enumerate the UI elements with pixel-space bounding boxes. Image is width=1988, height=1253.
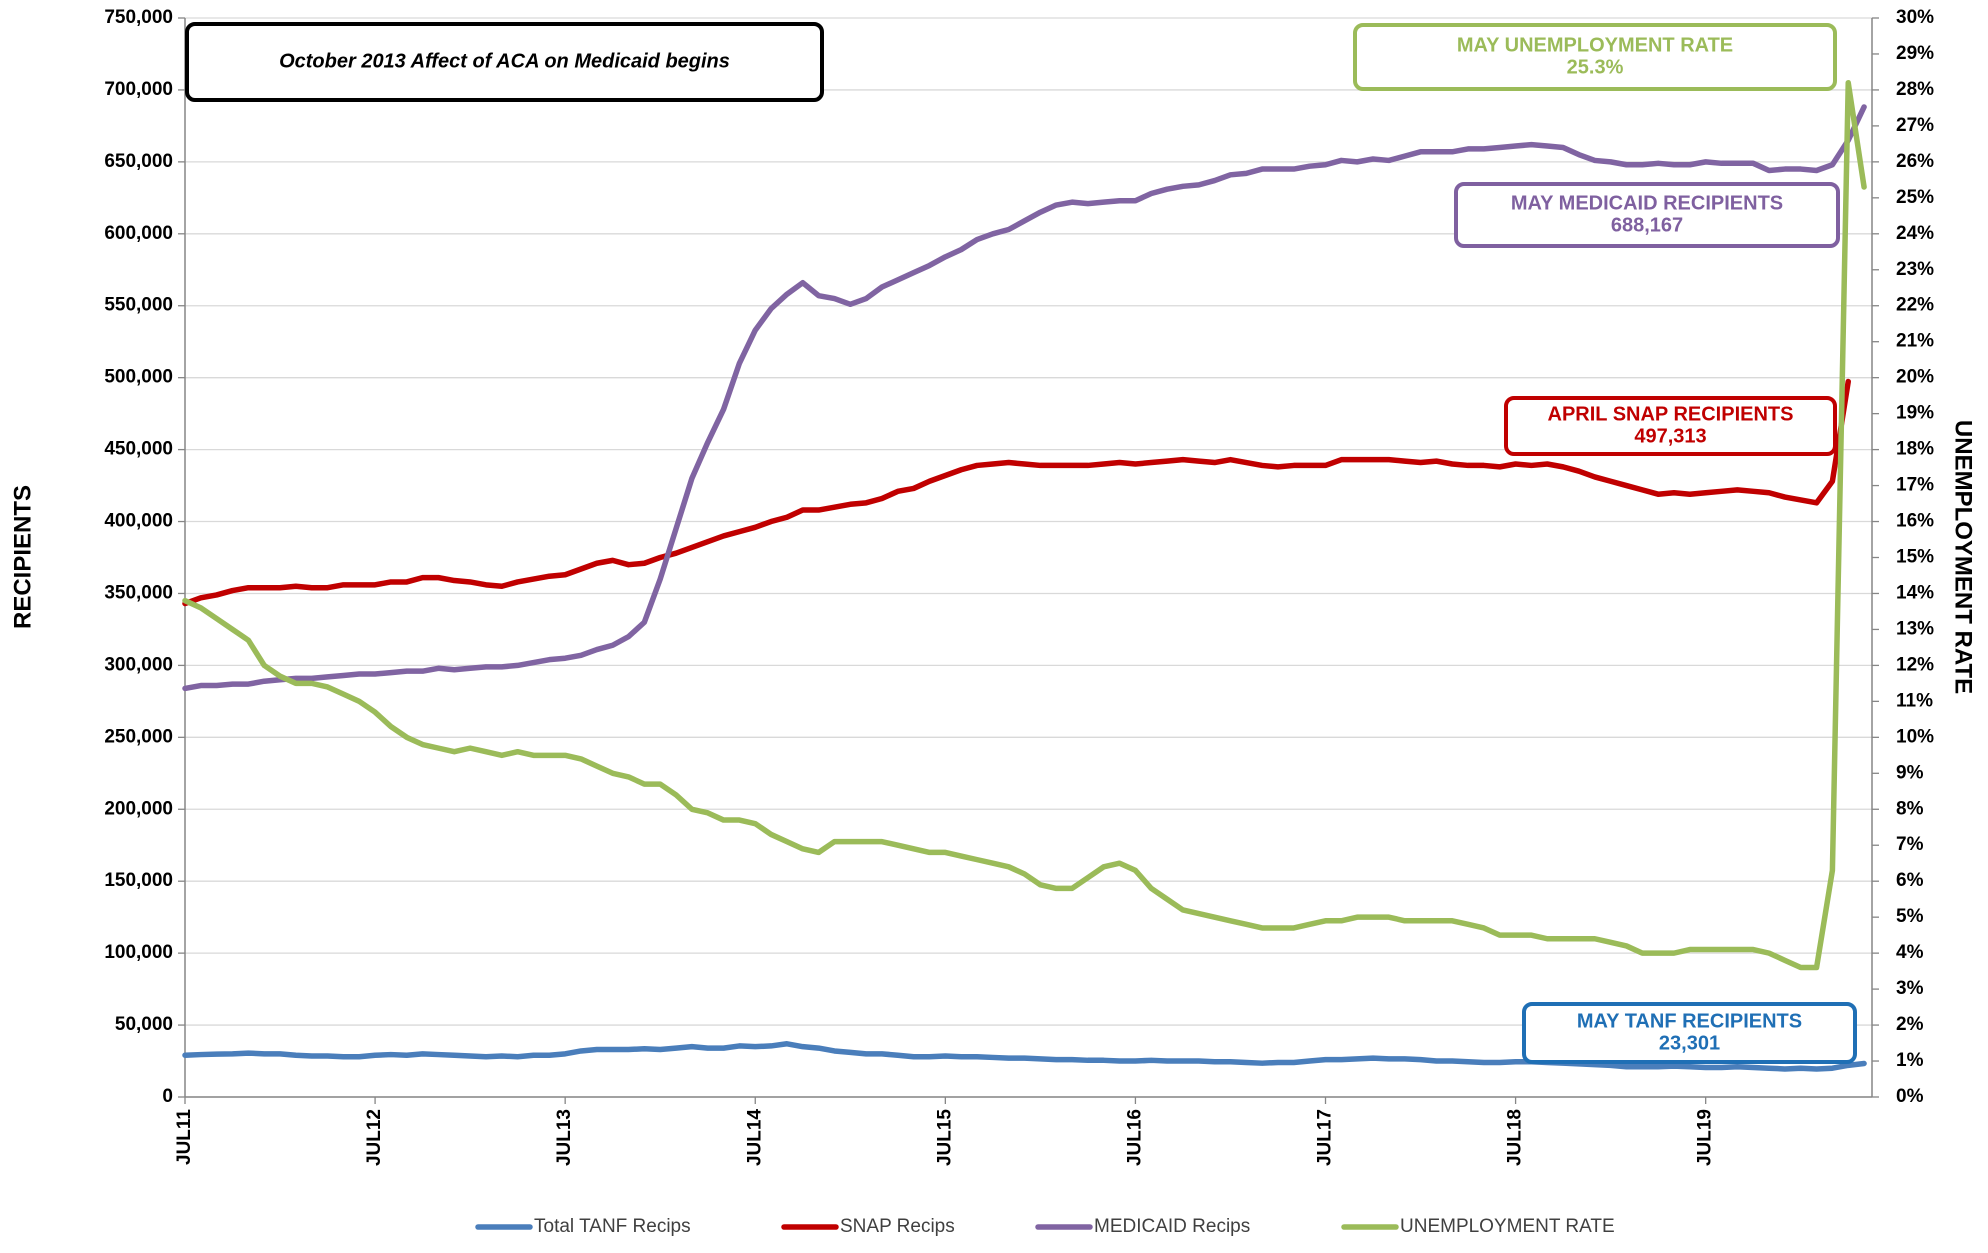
legend-label: MEDICAID Recips [1094,1216,1250,1237]
y2-tick-label: 5% [1896,906,1924,927]
x-tick-label: JUL12 [364,1109,385,1166]
series-line [182,378,1851,607]
y2-tick-label: 2% [1896,1014,1924,1035]
y2-tick-label: 1% [1896,1050,1924,1071]
y2-tick-label: 23% [1896,259,1934,280]
y2-tick-label: 27% [1896,115,1934,136]
x-tick-label: JUL13 [554,1109,575,1166]
legend-label: SNAP Recips [840,1216,955,1237]
y2-tick-label: 0% [1896,1086,1924,1107]
y2-tick-label: 29% [1896,43,1934,64]
y2-tick-label: 26% [1896,151,1934,172]
annotation-box [1353,23,1837,91]
x-tick-label: JUL14 [744,1109,765,1166]
annotation-text: 688,167 [1611,214,1683,236]
annotation-text: October 2013 Affect of ACA on Medicaid b… [279,50,730,72]
annotation-box [1504,396,1837,456]
y-tick-label: 550,000 [104,295,173,316]
y2-tick-label: 30% [1896,7,1934,28]
y2-tick-label: 11% [1896,690,1933,711]
annotation-text: APRIL SNAP RECIPIENTS [1548,403,1794,425]
y-tick-label: 450,000 [104,439,173,460]
y2-tick-label: 28% [1896,79,1934,100]
y-tick-label: 250,000 [104,726,173,747]
annotation-text: 23,301 [1659,1032,1720,1054]
y-tick-label: 700,000 [104,79,173,100]
x-tick-label: JUL18 [1505,1109,1526,1166]
legend-label: Total TANF Recips [534,1216,691,1237]
series-line [182,1041,1867,1072]
y2-tick-label: 8% [1896,798,1924,819]
annotation-text: 25.3% [1567,56,1624,78]
x-tick-label: JUL11 [174,1109,195,1165]
y-tick-label: 100,000 [104,942,173,963]
series-line [182,104,1867,692]
y-tick-label: 650,000 [104,151,173,172]
y2-tick-label: 22% [1896,295,1934,316]
annotation-box [1454,182,1840,248]
x-tick-label: JUL15 [934,1109,955,1166]
y2-tick-label: 3% [1896,978,1924,999]
y2-tick-label: 15% [1896,547,1934,568]
y2-tick-label: 6% [1896,870,1924,891]
y2-tick-label: 10% [1896,726,1934,747]
y2-tick-label: 19% [1896,403,1934,424]
y2-axis-title: UNEMPLOYMENT RATE [1950,420,1977,694]
annotation-box [1522,1002,1857,1064]
y2-tick-label: 18% [1896,439,1934,460]
annotation-text: MAY TANF RECIPIENTS [1577,1010,1802,1032]
y2-tick-label: 13% [1896,618,1934,639]
y2-tick-label: 24% [1896,223,1934,244]
y-tick-label: 500,000 [104,367,173,388]
y2-tick-label: 4% [1896,942,1924,963]
annotation-text: MAY UNEMPLOYMENT RATE [1457,34,1733,56]
x-tick-label: JUL16 [1124,1109,1145,1166]
y2-tick-label: 25% [1896,187,1934,208]
y-tick-label: 600,000 [104,223,173,244]
y-tick-label: 0 [162,1086,173,1107]
x-tick-label: JUL19 [1695,1109,1716,1166]
y2-tick-label: 16% [1896,511,1934,532]
y2-tick-label: 14% [1896,582,1934,603]
y-tick-label: 50,000 [115,1014,173,1035]
y-tick-label: 350,000 [104,582,173,603]
annotation-text: 497,313 [1634,425,1706,447]
y2-tick-label: 7% [1896,834,1924,855]
x-tick-label: JUL17 [1315,1109,1336,1166]
legend-label: UNEMPLOYMENT RATE [1400,1216,1615,1237]
y2-tick-label: 12% [1896,654,1934,675]
y2-tick-label: 17% [1896,475,1934,496]
y2-tick-label: 21% [1896,331,1934,352]
annotation-text: MAY MEDICAID RECIPIENTS [1511,192,1783,214]
y-tick-label: 300,000 [104,654,173,675]
y-tick-label: 200,000 [104,798,173,819]
y2-tick-label: 20% [1896,367,1934,388]
y-tick-label: 400,000 [104,511,173,532]
annotation-box [185,22,824,102]
y2-tick-label: 9% [1896,762,1924,783]
y-tick-label: 750,000 [104,7,173,28]
series-line [182,79,1867,971]
y-tick-label: 150,000 [104,870,173,891]
y-axis-title: RECIPIENTS [9,485,36,629]
